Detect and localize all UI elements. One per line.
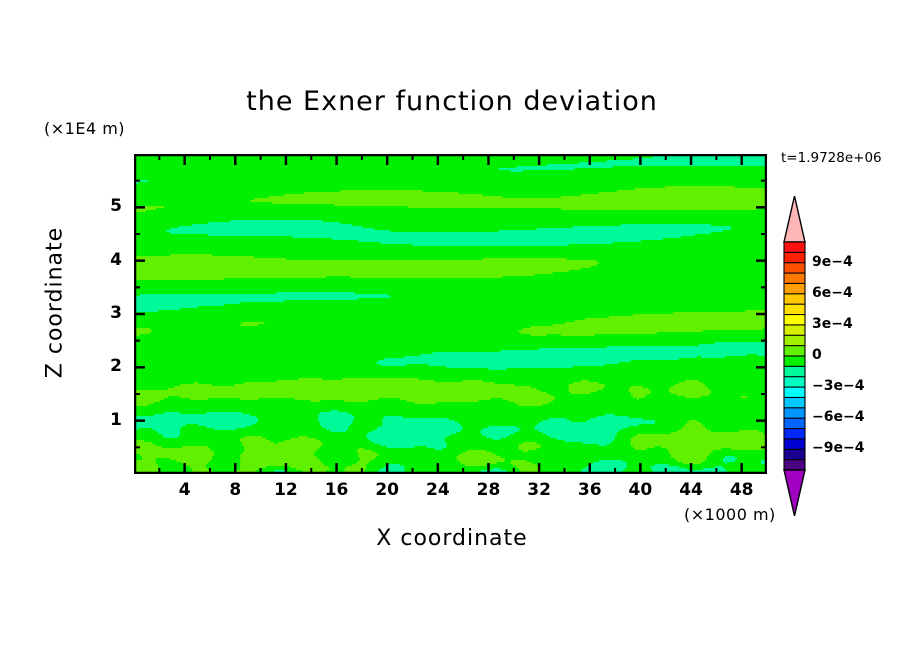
- colorbar-tick-label: −6e−4: [812, 409, 865, 426]
- colorbar-band: [783, 376, 806, 389]
- colorbar-band: [783, 365, 806, 378]
- x-tick-label: 32: [527, 480, 551, 500]
- timestamp-annotation: t=1.9728e+06: [781, 150, 882, 166]
- colorbar-tick-label: −9e−4: [812, 440, 865, 457]
- colorbar-band: [783, 272, 806, 285]
- x-tick-label: 40: [628, 480, 653, 500]
- colorbar-band: [783, 459, 806, 471]
- colorbar-band: [783, 438, 806, 451]
- x-tick-label: 28: [476, 480, 501, 500]
- colorbar-band: [783, 407, 806, 420]
- colorbar: [780, 196, 810, 516]
- colorbar-band: [783, 396, 806, 409]
- x-tick-label: 48: [729, 480, 754, 500]
- colorbar-tick-label: 9e−4: [812, 253, 853, 270]
- colorbar-tick-label: 3e−4: [812, 315, 853, 332]
- colorbar-band: [783, 262, 806, 275]
- y-axis-unit-label: (×1E4 m): [44, 119, 126, 138]
- x-tick-label: 12: [274, 480, 298, 500]
- x-tick-label: 44: [679, 480, 703, 500]
- y-tick-label: 3: [110, 303, 122, 323]
- colorbar-band: [783, 303, 806, 316]
- colorbar-band: [783, 355, 806, 368]
- colorbar-tick-label: −3e−4: [812, 378, 865, 395]
- colorbar-swatches: [783, 196, 806, 516]
- y-tick-label: 5: [110, 196, 122, 217]
- x-tick-label: 36: [577, 480, 602, 500]
- colorbar-band: [783, 282, 806, 295]
- y-tick-label: 1: [110, 409, 122, 430]
- colorbar-band: [783, 324, 806, 337]
- colorbar-band: [783, 314, 806, 326]
- colorbar-band: [783, 241, 806, 254]
- y-axis-label: Z coordinate: [42, 226, 68, 379]
- x-tick-label: 20: [375, 480, 400, 500]
- colorbar-band: [783, 251, 806, 264]
- colorbar-tick-label: 6e−4: [812, 284, 853, 301]
- x-tick-label: 24: [425, 480, 450, 500]
- colorbar-band: [783, 448, 806, 461]
- contour-field: [134, 154, 767, 474]
- contour-plot-area: [134, 154, 767, 474]
- x-tick-label: 8: [229, 480, 242, 500]
- x-axis-label: X coordinate: [376, 526, 528, 551]
- colorbar-band: [783, 428, 806, 440]
- y-tick-label: 4: [110, 249, 122, 270]
- colorbar-band: [783, 334, 806, 347]
- colorbar-band: [783, 417, 806, 430]
- colorbar-tick-label: 0: [812, 347, 822, 363]
- chart-title: the Exner function deviation: [246, 86, 658, 117]
- colorbar-band: [783, 345, 806, 357]
- x-tick-label: 16: [324, 480, 349, 500]
- colorbar-band: [783, 293, 806, 306]
- y-tick-label: 2: [110, 356, 122, 377]
- x-tick-label: 4: [178, 480, 191, 500]
- colorbar-cap-top: [783, 196, 806, 243]
- x-axis-unit-label: (×1000 m): [684, 505, 776, 524]
- colorbar-band: [783, 386, 806, 399]
- colorbar-cap-bottom: [783, 469, 806, 516]
